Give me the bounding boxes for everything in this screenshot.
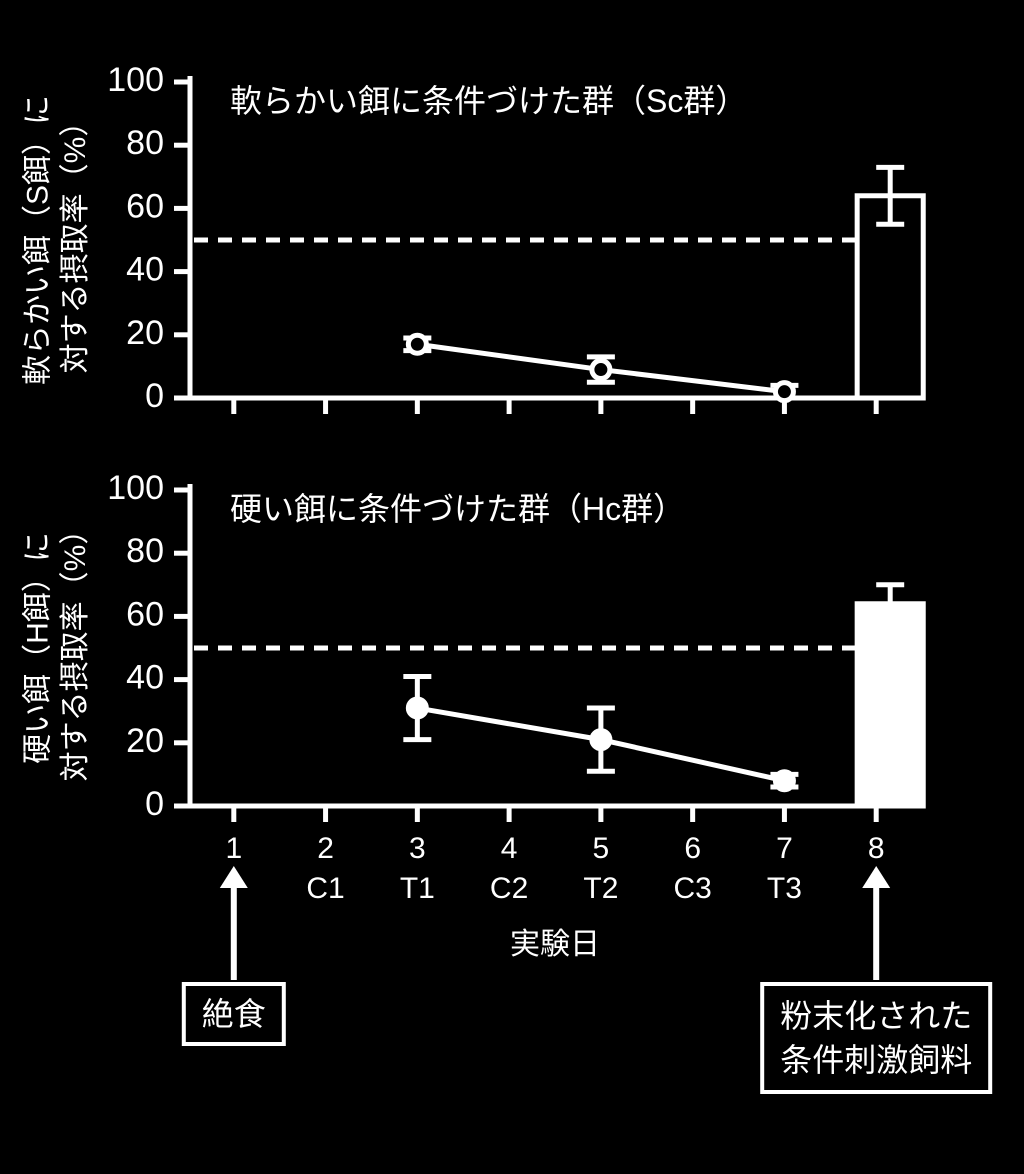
panel-bottom-ytick-label: 0 xyxy=(145,785,164,823)
xtick-number: 1 xyxy=(225,832,242,865)
xtick-sublabel: C3 xyxy=(673,872,711,905)
panel-bottom-axes xyxy=(190,484,920,806)
panel-top-ytick-label: 40 xyxy=(126,251,164,289)
xtick-sublabel: C2 xyxy=(490,872,528,905)
annotation-text-right-line2: 条件刺激飼料 xyxy=(780,1042,972,1078)
panel-top-axes xyxy=(190,76,920,398)
xtick-number: 6 xyxy=(684,832,701,865)
panel-top-marker xyxy=(775,383,793,401)
arrow-head-icon xyxy=(220,866,248,888)
panel-top-ytick-label: 100 xyxy=(107,61,164,99)
panel-bottom-marker xyxy=(775,772,793,790)
panel-bottom-title: 硬い餌に条件づけた群（Hc群） xyxy=(230,491,685,527)
panel-bottom-marker xyxy=(408,699,426,717)
panel-top-ytick-label: 80 xyxy=(126,124,164,162)
annotation-text-right-line1: 粉末化された xyxy=(780,998,972,1034)
xtick-number: 4 xyxy=(501,832,518,865)
xtick-number: 2 xyxy=(317,832,334,865)
xtick-number: 8 xyxy=(868,832,885,865)
panel-bottom-ytick-label: 60 xyxy=(126,595,164,633)
xtick-number: 7 xyxy=(776,832,793,865)
panel-bottom-ytick-label: 80 xyxy=(126,532,164,570)
panel-bottom-ytick-label: 40 xyxy=(126,659,164,697)
panel-bottom-ytick-label: 100 xyxy=(107,469,164,507)
panel-bottom-ytick-label: 20 xyxy=(126,722,164,760)
xtick-sublabel: C1 xyxy=(306,872,344,905)
xtick-sublabel: T3 xyxy=(767,872,802,905)
panel-bottom-marker xyxy=(592,731,610,749)
arrow-head-icon xyxy=(862,866,890,888)
xaxis-title: 実験日 xyxy=(510,928,600,961)
xtick-sublabel: T2 xyxy=(583,872,618,905)
xtick-sublabel: T1 xyxy=(400,872,435,905)
xtick-number: 3 xyxy=(409,832,426,865)
panel-top-ylabel: 軟らかい餌（S餌）に対する摂取率（%） xyxy=(22,95,93,385)
xtick-number: 5 xyxy=(593,832,610,865)
panel-top-ytick-label: 0 xyxy=(145,377,164,415)
panel-top-ytick-label: 20 xyxy=(126,314,164,352)
panel-bottom-ylabel: 硬い餌（H餌）に対する摂取率（%） xyxy=(22,515,93,782)
panel-bottom-bar xyxy=(857,604,923,806)
panel-top-marker xyxy=(592,361,610,379)
panel-top-ytick-label: 60 xyxy=(126,187,164,225)
panel-top-marker xyxy=(408,335,426,353)
panel-top-title: 軟らかい餌に条件づけた群（Sc群） xyxy=(230,83,747,119)
figure: 020406080100軟らかい餌に条件づけた群（Sc群）軟らかい餌（S餌）に対… xyxy=(0,0,1024,1174)
annotation-text-left: 絶食 xyxy=(202,996,266,1032)
